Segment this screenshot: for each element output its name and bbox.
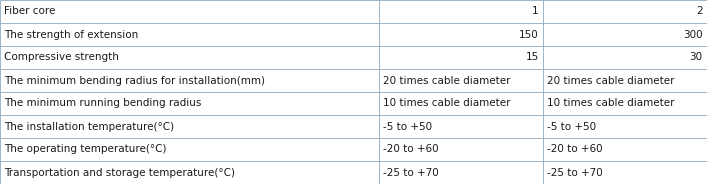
Text: Compressive strength: Compressive strength — [4, 52, 119, 63]
Text: Fiber core: Fiber core — [4, 6, 56, 17]
Text: 1: 1 — [532, 6, 539, 17]
Text: -25 to +70: -25 to +70 — [383, 167, 439, 178]
Text: 15: 15 — [525, 52, 539, 63]
Text: 10 times cable diameter: 10 times cable diameter — [383, 98, 510, 109]
Text: 20 times cable diameter: 20 times cable diameter — [383, 75, 510, 86]
Text: -25 to +70: -25 to +70 — [547, 167, 603, 178]
Text: 20 times cable diameter: 20 times cable diameter — [547, 75, 674, 86]
Text: 2: 2 — [696, 6, 703, 17]
Text: The strength of extension: The strength of extension — [4, 29, 139, 40]
Text: Transportation and storage temperature(°C): Transportation and storage temperature(°… — [4, 167, 235, 178]
Text: 10 times cable diameter: 10 times cable diameter — [547, 98, 674, 109]
Text: 300: 300 — [683, 29, 703, 40]
Text: 150: 150 — [519, 29, 539, 40]
Text: 30: 30 — [689, 52, 703, 63]
Text: The minimum bending radius for installation(mm): The minimum bending radius for installat… — [4, 75, 265, 86]
Text: -20 to +60: -20 to +60 — [547, 144, 603, 155]
Text: -5 to +50: -5 to +50 — [383, 121, 432, 132]
Text: The operating temperature(°C): The operating temperature(°C) — [4, 144, 167, 155]
Text: -5 to +50: -5 to +50 — [547, 121, 596, 132]
Text: The installation temperature(°C): The installation temperature(°C) — [4, 121, 175, 132]
Text: The minimum running bending radius: The minimum running bending radius — [4, 98, 201, 109]
Text: -20 to +60: -20 to +60 — [383, 144, 439, 155]
